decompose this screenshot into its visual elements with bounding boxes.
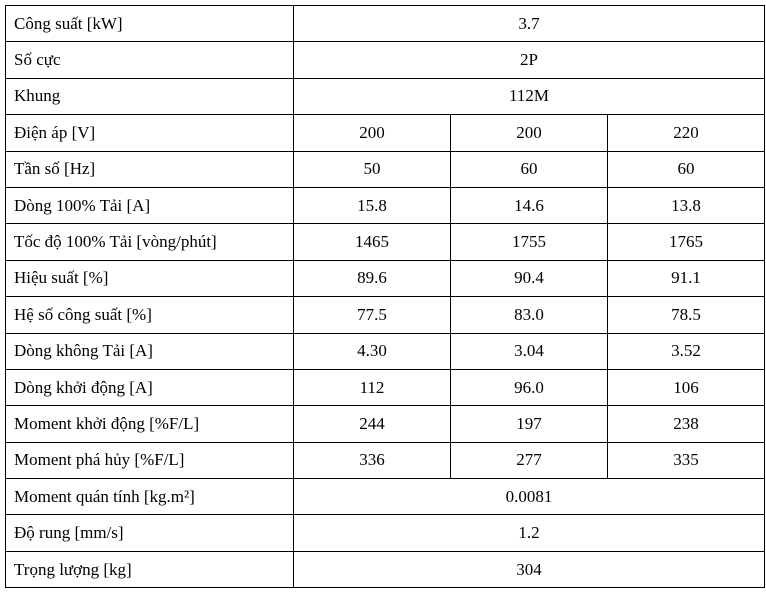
table-row: Điện áp [V] 200 200 220	[5, 114, 765, 152]
row-label: Moment phá hủy [%F/L]	[5, 441, 294, 480]
cell-value: 3.04	[450, 332, 608, 370]
cell-value: 50	[293, 150, 451, 188]
table-row: Tốc độ 100% Tải [vòng/phút] 1465 1755 1765	[5, 223, 765, 261]
cell-value: 3.52	[607, 332, 765, 370]
cell-value: 60	[450, 150, 608, 188]
cell-value: 1465	[293, 223, 451, 261]
cell-value: 112M	[293, 77, 765, 116]
table-row: Hiệu suất [%] 89.6 90.4 91.1	[5, 259, 765, 298]
cell-value: 220	[607, 114, 765, 152]
row-label: Điện áp [V]	[5, 114, 294, 152]
cell-value: 200	[450, 114, 608, 152]
row-label: Moment quán tính [kg.m²]	[5, 478, 294, 516]
cell-value: 335	[607, 441, 765, 480]
row-label: Dòng không Tải [A]	[5, 332, 294, 370]
row-label: Dòng 100% Tải [A]	[5, 186, 294, 225]
table-row: Khung 112M	[5, 77, 765, 116]
row-label: Trọng lượng [kg]	[5, 550, 294, 589]
table-row: Hệ số công suất [%] 77.5 83.0 78.5	[5, 296, 765, 334]
cell-value: 106	[607, 368, 765, 407]
cell-value: 78.5	[607, 296, 765, 334]
row-label: Hiệu suất [%]	[5, 259, 294, 298]
cell-value: 91.1	[607, 259, 765, 298]
row-label: Số cực	[5, 41, 294, 79]
row-label: Công suất [kW]	[5, 4, 294, 43]
row-label: Dòng khởi động [A]	[5, 368, 294, 407]
table-row: Số cực 2P	[5, 41, 765, 79]
cell-value: 1765	[607, 223, 765, 261]
cell-value: 112	[293, 368, 451, 407]
cell-value: 60	[607, 150, 765, 188]
table-row: Độ rung [mm/s] 1.2	[5, 514, 765, 552]
cell-value: 83.0	[450, 296, 608, 334]
cell-value: 90.4	[450, 259, 608, 298]
cell-value: 1755	[450, 223, 608, 261]
cell-value: 4.30	[293, 332, 451, 370]
row-label: Hệ số công suất [%]	[5, 296, 294, 334]
row-label: Độ rung [mm/s]	[5, 514, 294, 552]
row-label: Tần số [Hz]	[5, 150, 294, 188]
cell-value: 13.8	[607, 186, 765, 225]
table-row: Trọng lượng [kg] 304	[5, 550, 765, 589]
table-row: Dòng không Tải [A] 4.30 3.04 3.52	[5, 332, 765, 370]
table-row: Dòng 100% Tải [A] 15.8 14.6 13.8	[5, 186, 765, 225]
row-label: Tốc độ 100% Tải [vòng/phút]	[5, 223, 294, 261]
cell-value: 77.5	[293, 296, 451, 334]
cell-value: 96.0	[450, 368, 608, 407]
cell-value: 0.0081	[293, 478, 765, 516]
table-row: Moment phá hủy [%F/L] 336 277 335	[5, 441, 765, 480]
table-row: Moment quán tính [kg.m²] 0.0081	[5, 478, 765, 516]
cell-value: 277	[450, 441, 608, 480]
cell-value: 3.7	[293, 4, 765, 43]
cell-value: 1.2	[293, 514, 765, 552]
cell-value: 15.8	[293, 186, 451, 225]
table-row: Công suất [kW] 3.7	[5, 4, 765, 43]
row-label: Khung	[5, 77, 294, 116]
table-row: Dòng khởi động [A] 112 96.0 106	[5, 368, 765, 407]
cell-value: 244	[293, 405, 451, 443]
cell-value: 238	[607, 405, 765, 443]
cell-value: 200	[293, 114, 451, 152]
cell-value: 336	[293, 441, 451, 480]
cell-value: 89.6	[293, 259, 451, 298]
cell-value: 197	[450, 405, 608, 443]
cell-value: 304	[293, 550, 765, 589]
cell-value: 2P	[293, 41, 765, 79]
row-label: Moment khởi động [%F/L]	[5, 405, 294, 443]
cell-value: 14.6	[450, 186, 608, 225]
table-row: Tần số [Hz] 50 60 60	[5, 150, 765, 188]
spec-table: Công suất [kW] 3.7 Số cực 2P Khung 112M Điện á…	[5, 4, 765, 589]
table-row: Moment khởi động [%F/L] 244 197 238	[5, 405, 765, 443]
